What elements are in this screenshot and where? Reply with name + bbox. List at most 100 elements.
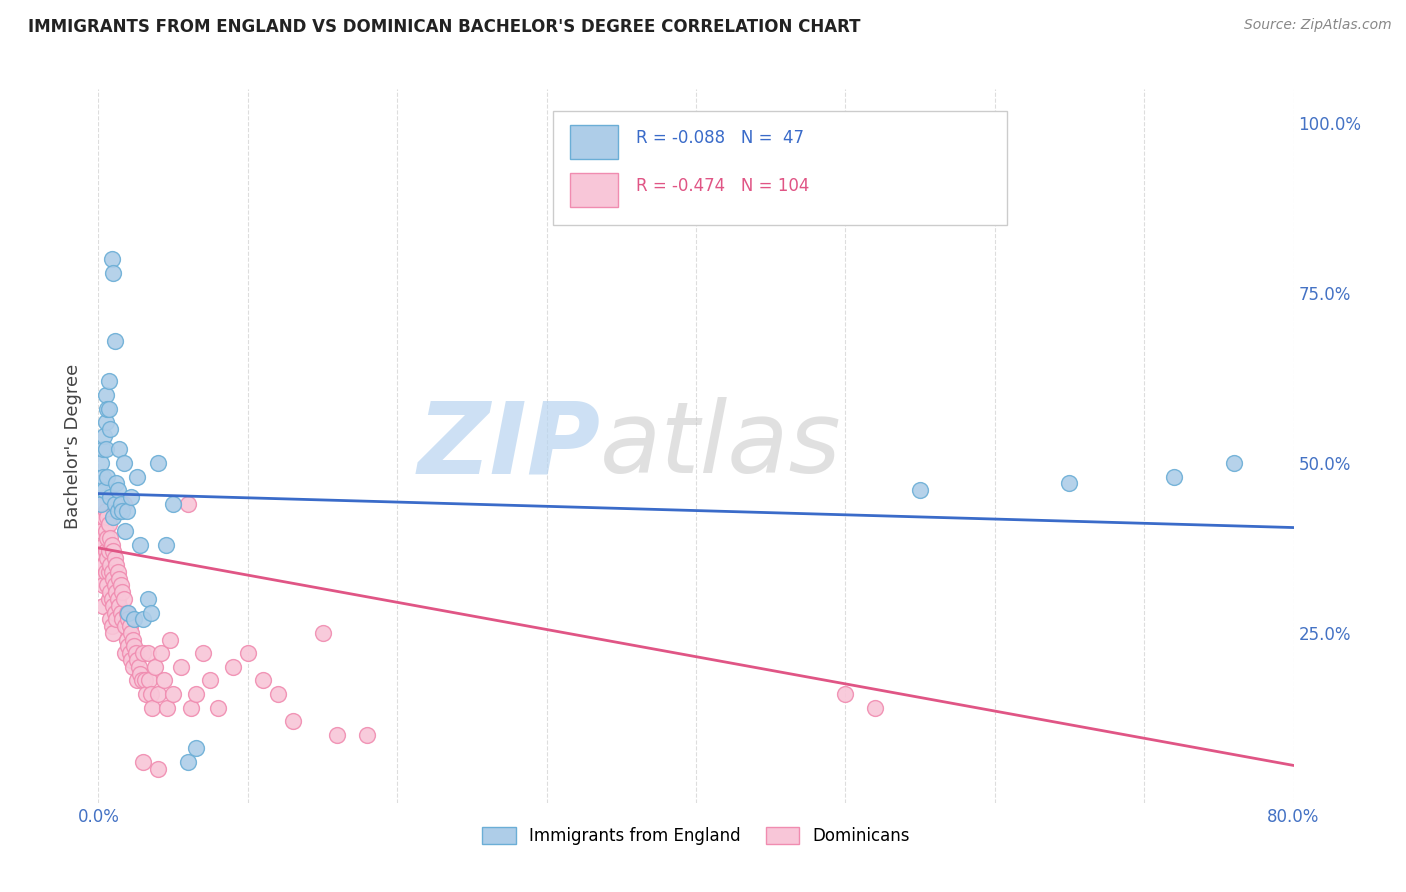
Point [98, 558, 122, 572]
Point [326, 728, 349, 742]
Point [101, 252, 124, 266]
Point [112, 456, 135, 470]
Point [101, 537, 124, 551]
Point [93, 510, 115, 524]
Point [162, 497, 184, 511]
Point [103, 544, 125, 558]
Point [94, 415, 117, 429]
Point [132, 612, 155, 626]
Point [127, 653, 149, 667]
Bar [571, 173, 619, 207]
Point [131, 673, 153, 688]
Point [191, 646, 214, 660]
Point [129, 666, 152, 681]
Point [114, 646, 136, 660]
Point [115, 503, 138, 517]
Point [252, 673, 274, 688]
Y-axis label: Bachelor's Degree: Bachelor's Degree [63, 363, 82, 529]
Point [156, 700, 179, 714]
Point [103, 266, 125, 280]
Point [93, 558, 115, 572]
Point [908, 483, 931, 498]
Point [105, 612, 128, 626]
Point [207, 700, 229, 714]
Point [112, 497, 135, 511]
Point [107, 503, 129, 517]
Point [356, 728, 378, 742]
Point [115, 606, 138, 620]
Point [118, 619, 141, 633]
Point [108, 442, 131, 457]
Text: R = -0.088   N =  47: R = -0.088 N = 47 [637, 128, 804, 146]
Point [108, 572, 131, 586]
Point [98, 585, 122, 599]
Point [89, 476, 111, 491]
Text: atlas: atlas [600, 398, 842, 494]
Point [91, 599, 114, 613]
Point [267, 687, 290, 701]
Point [89, 537, 111, 551]
Point [98, 422, 122, 436]
Point [96, 551, 118, 566]
Point [105, 585, 128, 599]
Point [104, 334, 127, 348]
Point [97, 544, 120, 558]
Point [97, 375, 120, 389]
Point [97, 591, 120, 606]
Text: Source: ZipAtlas.com: Source: ZipAtlas.com [1244, 18, 1392, 32]
Point [139, 687, 162, 701]
Point [111, 585, 134, 599]
Point [104, 578, 127, 592]
Point [94, 565, 117, 579]
Point [114, 619, 136, 633]
Text: ZIP: ZIP [418, 398, 600, 494]
Point [141, 700, 163, 714]
Point [311, 626, 333, 640]
Text: IMMIGRANTS FROM ENGLAND VS DOMINICAN BACHELOR'S DEGREE CORRELATION CHART: IMMIGRANTS FROM ENGLAND VS DOMINICAN BAC… [28, 18, 860, 36]
Point [97, 517, 120, 532]
Point [97, 565, 120, 579]
Point [117, 606, 139, 620]
Point [93, 483, 115, 498]
Point [104, 606, 127, 620]
Point [91, 558, 114, 572]
Point [129, 537, 152, 551]
Point [96, 401, 118, 416]
Point [90, 456, 112, 470]
Point [124, 612, 146, 626]
Point [110, 606, 132, 620]
Point [148, 687, 170, 701]
Point [90, 497, 112, 511]
Point [127, 469, 149, 483]
Point [94, 388, 117, 402]
Point [1223, 456, 1246, 470]
Point [177, 497, 200, 511]
Point [101, 591, 124, 606]
Point [103, 599, 125, 613]
Point [127, 673, 149, 688]
Point [153, 673, 176, 688]
Point [132, 646, 155, 660]
Point [90, 572, 112, 586]
Point [103, 510, 125, 524]
Point [200, 673, 222, 688]
Point [222, 660, 245, 674]
Point [98, 612, 122, 626]
Text: R = -0.474   N = 104: R = -0.474 N = 104 [637, 177, 810, 194]
Point [91, 442, 114, 457]
Point [1059, 476, 1081, 491]
Point [834, 687, 856, 701]
Point [136, 646, 159, 660]
Point [104, 551, 127, 566]
FancyBboxPatch shape [553, 111, 1007, 225]
Point [93, 497, 115, 511]
Point [169, 660, 191, 674]
Point [132, 755, 155, 769]
Legend: Immigrants from England, Dominicans: Immigrants from England, Dominicans [475, 820, 917, 852]
Point [136, 591, 159, 606]
Point [98, 531, 122, 545]
Point [148, 762, 170, 776]
Point [120, 626, 142, 640]
Point [134, 673, 156, 688]
Point [150, 646, 173, 660]
